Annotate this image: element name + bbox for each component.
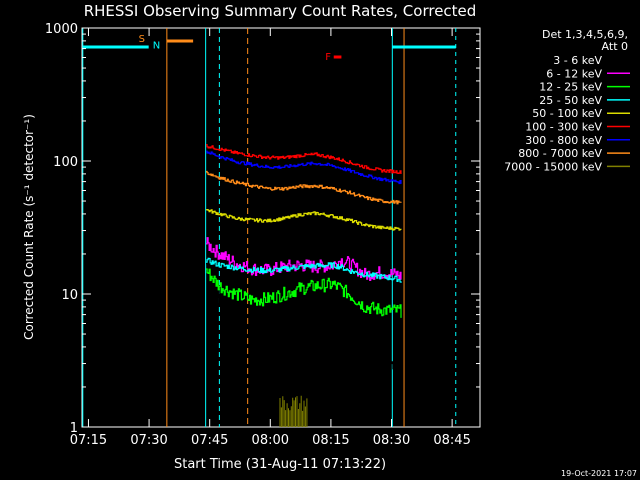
x-tick-label-4: 08:15 [312, 433, 349, 448]
x-tick-label-1: 07:30 [130, 433, 167, 448]
y-axis-label: Corrected Count Rate (s⁻¹ detector⁻¹) [22, 114, 36, 340]
legend-entry-4: 50 - 100 keV [532, 107, 602, 120]
series-line-4 [206, 209, 402, 231]
series-line-5 [206, 144, 402, 174]
y-tick-label-0: 1 [70, 421, 78, 436]
legend-entry-7: 800 - 7000 keV [518, 147, 602, 160]
legend-entry-8: 7000 - 15000 keV [504, 160, 602, 173]
series-line-6 [206, 150, 402, 185]
annotation-label-n: N [153, 41, 160, 52]
footer-date: 19-Oct-2021 17:07 [561, 469, 637, 478]
y-tick-label-2: 100 [53, 155, 78, 170]
annotation-label-s: S [139, 34, 145, 45]
series-line-7 [206, 170, 402, 205]
series-line-3 [206, 257, 402, 283]
annotation-label-f: F [325, 52, 331, 63]
x-tick-label-5: 08:30 [373, 433, 410, 448]
series-line-2 [206, 268, 402, 318]
series-line-8 [279, 395, 308, 427]
legend-entry-2: 12 - 25 keV [539, 81, 602, 94]
legend-entry-1: 6 - 12 keV [546, 67, 602, 80]
series-line-0 [206, 263, 402, 383]
legend-header-0: Det 1,3,4,5,6,9, [542, 28, 628, 41]
y-tick-label-3: 1000 [45, 22, 78, 37]
y-tick-label-1: 10 [61, 288, 78, 303]
x-tick-label-2: 07:45 [191, 433, 228, 448]
x-tick-label-3: 08:00 [252, 433, 289, 448]
legend-entry-0: 3 - 6 keV [553, 54, 602, 67]
legend-entry-3: 25 - 50 keV [539, 94, 602, 107]
legend-header-1: Att 0 [602, 40, 628, 53]
x-axis-label: Start Time (31-Aug-11 07:13:22) [174, 457, 386, 472]
x-tick-label-0: 07:15 [70, 433, 107, 448]
series-line-1 [206, 237, 402, 281]
legend-entry-5: 100 - 300 keV [525, 121, 602, 134]
chart-title: RHESSI Observing Summary Count Rates, Co… [84, 2, 477, 20]
x-tick-label-6: 08:45 [433, 433, 470, 448]
legend-entry-6: 300 - 800 keV [525, 134, 602, 147]
